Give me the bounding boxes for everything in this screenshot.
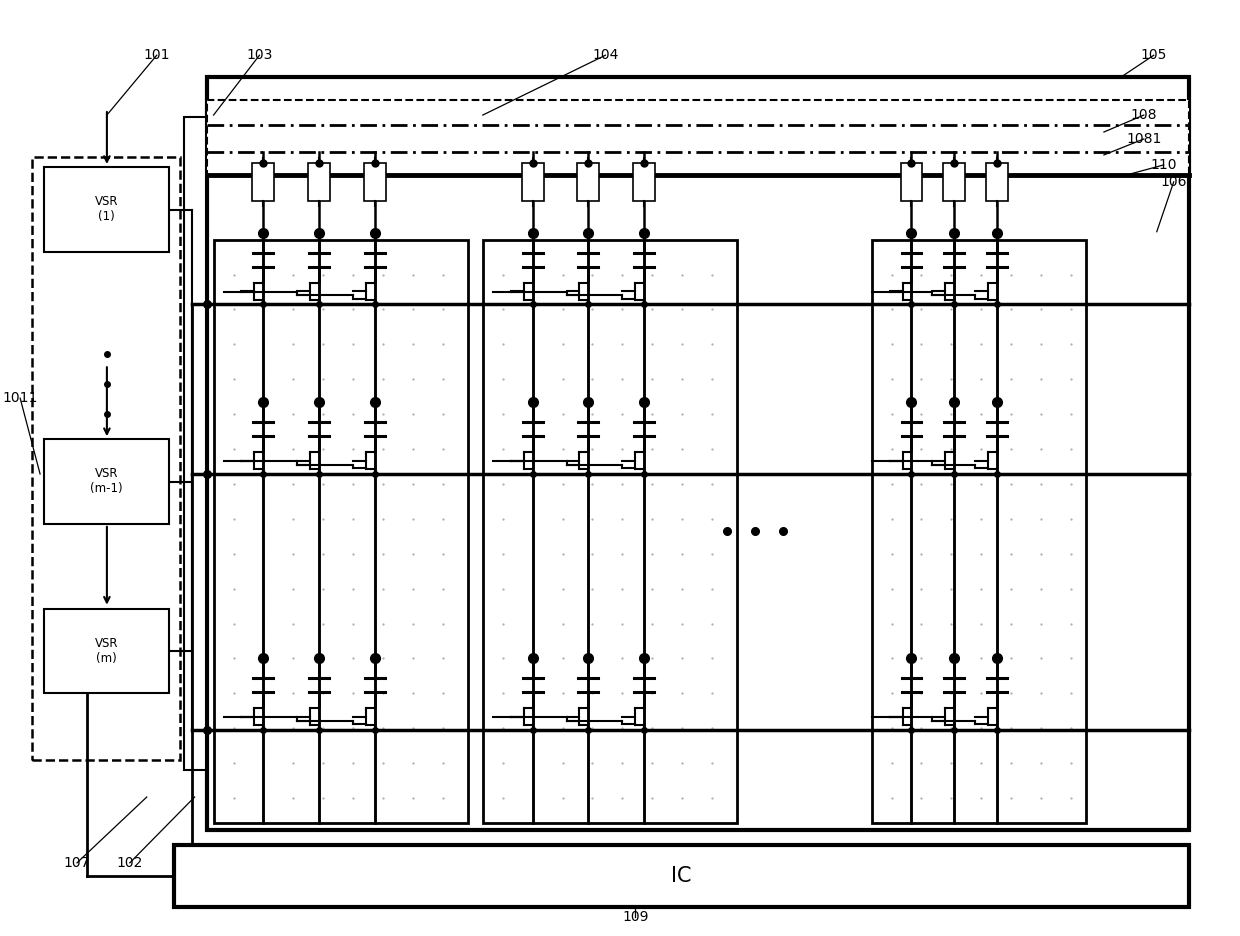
Bar: [522, 163, 543, 201]
Bar: [207, 77, 1189, 830]
Text: IC: IC: [671, 866, 692, 885]
Bar: [174, 845, 1189, 907]
Bar: [213, 240, 467, 823]
Bar: [32, 157, 180, 760]
Text: VSR
(m): VSR (m): [94, 637, 118, 665]
Text: VSR
(1): VSR (1): [94, 196, 118, 224]
Bar: [944, 163, 965, 201]
Text: 108: 108: [1131, 108, 1157, 122]
Bar: [45, 167, 169, 252]
Text: 103: 103: [247, 49, 273, 62]
Text: 104: 104: [593, 49, 619, 62]
Bar: [45, 608, 169, 694]
Text: 101: 101: [144, 49, 170, 62]
Bar: [482, 240, 737, 823]
Text: 1011: 1011: [2, 391, 38, 405]
Bar: [634, 163, 655, 201]
Bar: [207, 100, 1189, 175]
Text: 110: 110: [1151, 158, 1177, 172]
Text: 1081: 1081: [1126, 132, 1162, 146]
Text: 106: 106: [1161, 175, 1187, 189]
Text: 102: 102: [117, 856, 143, 870]
Bar: [309, 163, 330, 201]
Text: 105: 105: [1141, 49, 1167, 62]
Bar: [986, 163, 1008, 201]
Bar: [872, 240, 1086, 823]
Bar: [253, 163, 274, 201]
Bar: [365, 163, 386, 201]
Text: 107: 107: [63, 856, 91, 870]
Text: VSR
(m-1): VSR (m-1): [91, 467, 123, 495]
Bar: [578, 163, 599, 201]
Bar: [184, 117, 206, 770]
Bar: [900, 163, 923, 201]
Text: 109: 109: [622, 910, 649, 924]
Bar: [45, 439, 169, 524]
